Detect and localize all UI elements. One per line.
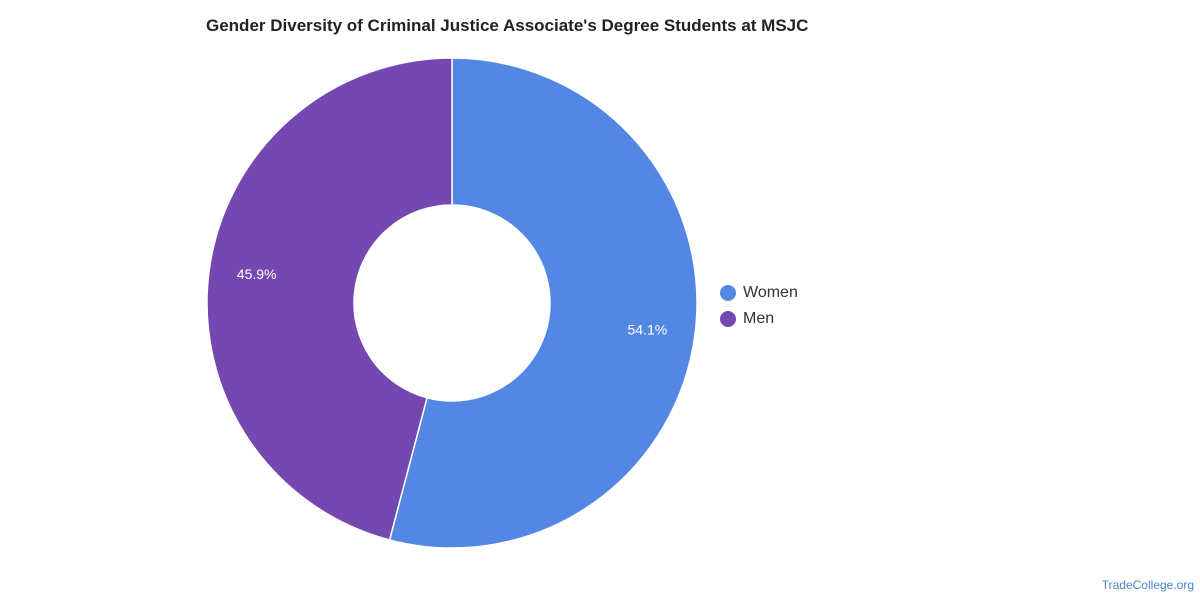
legend-label-men: Men — [743, 310, 775, 327]
chart-legend: Women Men — [720, 280, 798, 332]
chart-title: Gender Diversity of Criminal Justice Ass… — [206, 16, 809, 35]
legend-label-women: Women — [743, 284, 798, 301]
source-credit[interactable]: TradeCollege.org — [1101, 578, 1194, 592]
legend-item-women[interactable]: Women — [720, 280, 798, 306]
donut-slice-women[interactable] — [388, 57, 698, 549]
donut-slice-men[interactable] — [206, 57, 453, 541]
legend-swatch-men — [720, 311, 736, 327]
slice-label-women: 54.1% — [627, 322, 667, 338]
legend-swatch-women — [720, 285, 736, 301]
legend-item-men[interactable]: Men — [720, 306, 798, 332]
slice-label-men: 45.9% — [237, 266, 277, 282]
